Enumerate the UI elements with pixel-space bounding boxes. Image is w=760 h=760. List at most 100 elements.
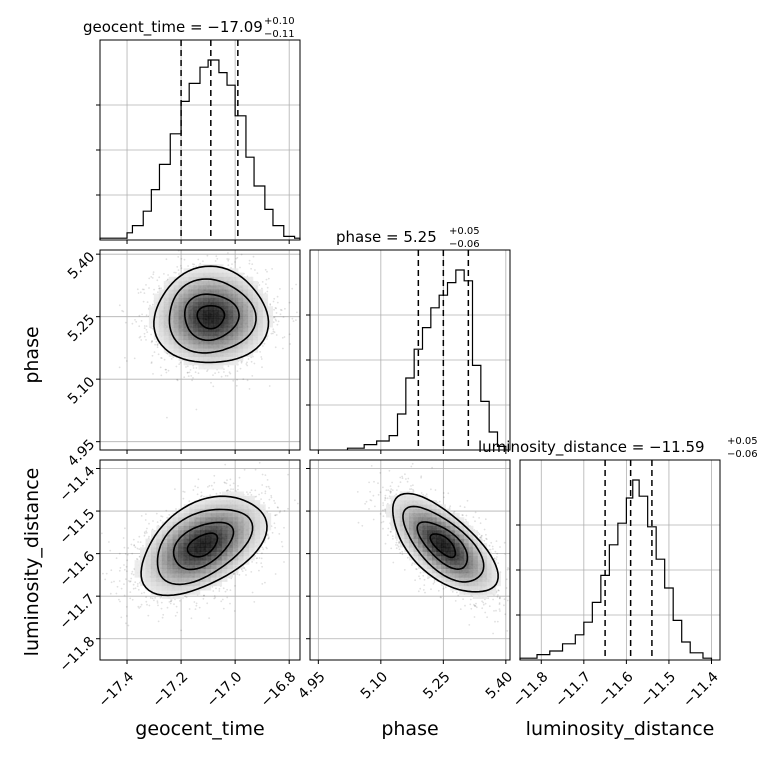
sample-point [176,378,179,381]
density-cell [238,301,244,307]
density-cell [178,310,184,315]
sample-point [151,277,154,279]
density-cell [198,327,204,332]
density-cell [238,276,244,282]
sample-point [254,269,256,271]
sample-point [105,572,108,575]
density-cell [178,276,184,282]
density-cell [213,314,219,320]
hist-bin-luminosity-distance-5 [584,622,593,660]
density-cell [238,343,244,349]
density-cell [193,327,199,332]
density-cell [213,276,219,282]
density-cell [183,285,189,290]
sample-point [150,362,153,364]
sample-point [145,314,148,317]
sample-point [261,473,264,476]
hist-bin-geocent-time-12 [227,85,235,240]
sample-point [162,613,165,616]
sample-point [251,263,254,265]
sample-point [210,381,212,384]
density-cell [188,301,194,307]
sample-point [231,263,233,265]
sample-point [210,484,213,487]
density-cell [223,276,229,282]
density-cell [233,335,239,341]
density-cell [163,327,169,332]
density-cell [188,343,194,349]
sample-point [275,307,277,310]
sample-point [222,587,225,590]
density-cell [233,318,239,324]
density-cell [193,276,199,282]
sample-point [207,486,209,488]
sample-point [288,301,291,304]
density-cell [198,343,204,349]
sample-point [203,594,205,597]
density-cell [188,327,194,332]
sample-point [213,247,215,249]
density-cell [233,314,239,320]
sample-point [118,598,120,601]
density-cell [188,335,194,341]
sample-point [200,491,203,494]
density-cell [213,280,219,286]
density-cell [148,322,155,328]
density-cell [233,289,239,294]
density-cell [208,272,214,278]
density-cell [193,348,199,353]
density-cell [252,331,259,336]
sample-point [136,583,139,585]
density-cell [243,297,249,303]
density-cell [213,327,219,332]
density-cell [223,335,229,341]
sample-point [258,493,260,496]
sample-point [122,310,125,313]
density-cell [203,331,209,336]
sample-point [146,301,149,303]
hist-bin-luminosity-distance-9 [618,523,627,660]
sample-point [292,320,295,323]
sample-point [251,561,254,563]
density-cell [228,360,234,366]
density-cell [243,280,249,286]
sample-point [229,372,232,375]
sample-point [212,590,215,592]
sample-point [273,308,275,311]
sample-point [150,361,153,363]
sample-point [192,377,194,379]
density-cell [257,318,264,324]
density-cell [183,289,189,294]
sample-point [156,600,159,603]
density-cell [218,352,224,357]
density-cell [203,343,209,349]
sample-point [133,357,136,360]
density-cell [168,293,174,299]
density-cell [203,310,209,315]
density-cell [252,339,259,345]
sample-point [130,577,133,580]
sample-point [274,318,277,321]
sample-point [261,281,264,283]
sample-point [170,358,173,360]
density-cell [247,285,254,290]
density-cell [198,348,204,353]
density-cell [173,335,179,341]
density-cell [163,306,169,311]
sample-point [272,332,274,335]
sample-point [291,317,294,320]
sample-point [140,339,143,341]
sample-point [165,371,168,374]
sample-point [265,485,268,488]
sample-point [224,590,227,593]
sample-point [143,325,146,327]
density-cell [168,322,174,328]
sample-point [143,534,146,537]
sample-point [136,558,138,560]
hist-bin-luminosity-distance-3 [563,644,576,660]
sample-point [225,490,228,492]
density-cell [193,272,199,278]
sample-point [260,498,262,500]
density-cell [243,327,249,332]
panel-2d-geocent-time-phase [96,247,301,454]
